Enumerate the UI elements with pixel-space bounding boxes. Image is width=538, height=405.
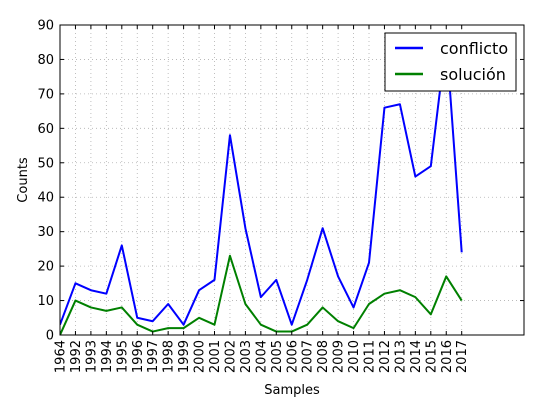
x-tick-label: 1994 [100,340,115,373]
legend-label: solución [440,65,506,84]
x-tick-label: 1992 [69,340,84,373]
x-tick-label: 1995 [115,340,130,373]
x-tick-label: 1999 [177,340,192,373]
series-layer [60,37,463,335]
x-tick-label: 2010 [347,340,362,373]
y-tick-label: 80 [37,53,54,68]
y-axis-label: Counts [16,157,31,203]
x-tick-label: 1997 [146,340,161,373]
x-tick-label: 2001 [208,340,223,373]
x-tick-label: 2017 [455,340,470,373]
x-tick-label: 2000 [193,340,208,373]
y-tick-label: 60 [37,122,54,137]
legend-label: conflicto [440,39,508,58]
x-tick-label: 2005 [270,340,285,373]
x-tick-label: 2016 [440,340,455,373]
x-tick-label: 2004 [254,340,269,373]
x-tick-label: 2015 [424,340,439,373]
x-tick-label: 1993 [84,340,99,373]
y-tick-label: 20 [37,260,54,275]
grid-lines [60,25,524,335]
x-tick-label: 1996 [131,340,146,373]
y-tick-label: 30 [37,225,54,240]
y-tick-label: 10 [37,294,54,309]
y-tick-label: 70 [37,87,54,102]
x-tick-label: 2006 [285,340,300,373]
x-tick-label: 1964 [54,340,69,373]
x-axis-label: Samples [264,383,320,398]
legend-box [384,32,517,92]
series-line-1 [60,37,463,326]
x-tick-label: 2013 [393,340,408,373]
y-tick-label: 0 [46,329,54,344]
x-tick-label: 2002 [223,340,238,373]
x-tick-label: 1998 [162,340,177,373]
x-tick-label: 2008 [316,340,331,373]
y-tick-label: 40 [37,191,54,206]
y-tick-label: 50 [37,156,54,171]
series-line-2 [60,254,463,335]
x-tick-label: 2003 [239,340,254,373]
x-tick-label: 2012 [378,340,393,373]
x-tick-label: 2011 [363,340,378,373]
x-tick-label: 2007 [301,340,316,373]
y-tick-label: 90 [37,19,54,34]
x-tick-label: 2014 [409,340,424,373]
legend: conflicto solución [384,32,517,92]
x-tick-label: 2009 [332,340,347,373]
